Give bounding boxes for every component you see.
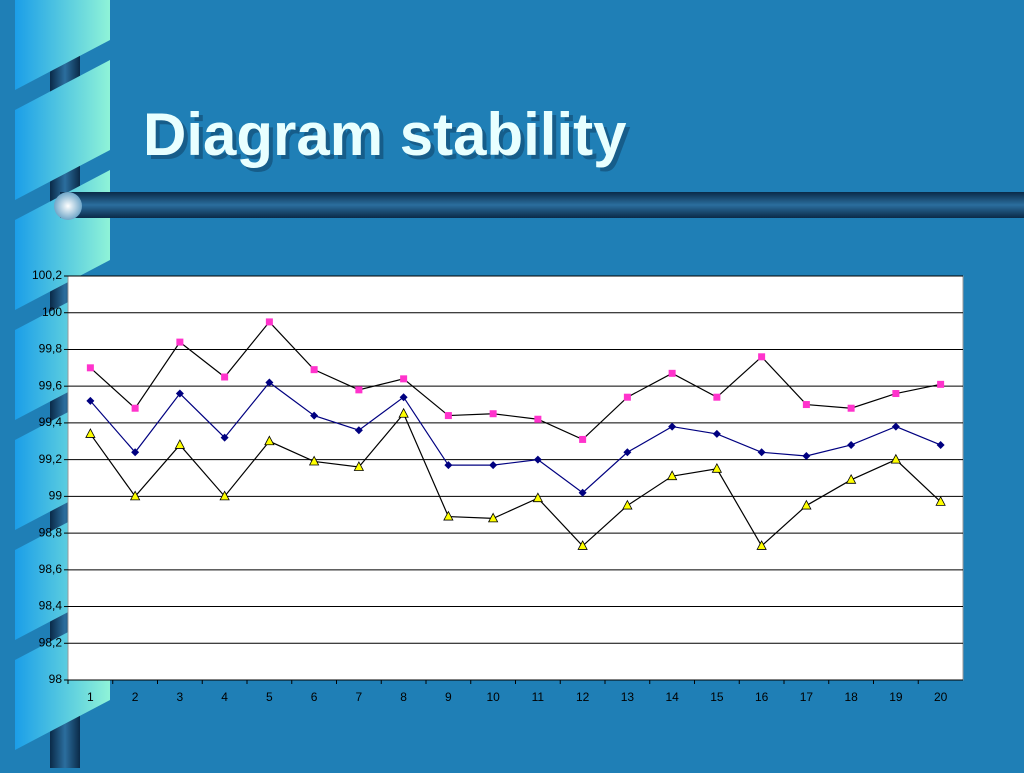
marker <box>937 380 945 388</box>
x-tick-label: 15 <box>710 690 724 704</box>
plot-area <box>67 275 964 681</box>
marker <box>891 422 900 431</box>
marker <box>622 499 633 510</box>
x-tick-label: 20 <box>934 690 948 704</box>
marker <box>487 512 499 523</box>
marker <box>668 369 676 377</box>
marker <box>308 455 320 466</box>
marker <box>847 404 855 412</box>
x-tick-label: 8 <box>400 690 407 704</box>
marker <box>802 451 811 460</box>
y-tick-label: 98,6 <box>39 562 63 576</box>
x-tick-label: 10 <box>486 690 500 704</box>
x-tick-label: 1 <box>87 690 94 704</box>
marker <box>533 455 542 464</box>
y-tick-label: 98 <box>49 672 63 686</box>
marker <box>623 448 632 457</box>
marker <box>353 461 365 471</box>
x-tick-label: 2 <box>132 690 139 704</box>
x-tick-label: 11 <box>532 690 545 704</box>
marker <box>219 490 230 501</box>
series-line <box>89 381 941 494</box>
marker <box>398 407 409 418</box>
title-shadow: Diagram stability <box>147 105 631 172</box>
marker <box>801 499 812 510</box>
y-tick-label: 99,8 <box>39 342 63 356</box>
marker <box>847 440 856 449</box>
marker <box>444 461 453 470</box>
x-tick-label: 5 <box>266 690 273 704</box>
y-tick-label: 98,8 <box>39 525 63 539</box>
x-tick-label: 4 <box>221 690 228 704</box>
marker <box>936 440 945 449</box>
x-tick-label: 7 <box>356 690 363 704</box>
marker <box>666 470 678 481</box>
series-line <box>89 412 942 547</box>
marker <box>131 448 140 457</box>
marker <box>489 410 497 418</box>
marker <box>265 378 274 387</box>
marker <box>712 429 721 438</box>
marker <box>532 492 544 503</box>
marker <box>579 435 587 443</box>
marker <box>711 462 723 473</box>
y-tick-label: 98,4 <box>39 599 63 613</box>
marker <box>399 393 408 402</box>
marker <box>175 389 184 398</box>
y-tick-label: 98,2 <box>39 635 63 649</box>
y-tick-label: 99,6 <box>39 378 63 392</box>
x-tick-label: 18 <box>844 690 858 704</box>
marker <box>713 393 721 401</box>
y-tick-label: 100,2 <box>32 268 62 282</box>
marker <box>845 473 857 484</box>
x-tick-label: 9 <box>445 690 452 704</box>
x-tick-label: 3 <box>177 690 184 704</box>
marker <box>935 496 946 506</box>
marker <box>890 453 902 464</box>
marker <box>310 366 318 374</box>
marker <box>892 390 900 398</box>
x-tick-label: 17 <box>800 690 814 704</box>
y-tick-label: 99 <box>49 489 63 503</box>
series-line <box>89 320 941 441</box>
marker <box>129 490 141 501</box>
marker <box>756 540 767 550</box>
x-tick-label: 19 <box>889 690 903 704</box>
marker <box>400 375 408 383</box>
marker <box>131 404 139 412</box>
marker <box>623 393 631 401</box>
x-tick-label: 13 <box>621 690 635 704</box>
x-tick-label: 6 <box>311 690 318 704</box>
marker <box>86 396 95 405</box>
marker <box>174 439 186 449</box>
title: Diagram stability <box>143 101 627 168</box>
marker <box>668 422 677 431</box>
marker <box>489 461 498 470</box>
y-tick-label: 100 <box>42 305 62 319</box>
marker <box>220 433 229 442</box>
y-tick-label: 99,4 <box>39 415 63 429</box>
marker <box>444 412 452 420</box>
marker <box>310 411 319 420</box>
marker <box>758 353 766 361</box>
x-tick-label: 16 <box>755 690 769 704</box>
marker <box>757 448 766 457</box>
marker <box>578 488 587 497</box>
marker <box>86 364 94 372</box>
marker <box>354 426 363 435</box>
marker <box>176 338 184 346</box>
marker <box>443 510 454 521</box>
y-tick-label: 99,2 <box>39 452 63 466</box>
x-tick-label: 12 <box>576 690 590 704</box>
marker <box>577 540 588 550</box>
marker <box>265 318 273 326</box>
x-tick-label: 14 <box>665 690 679 704</box>
marker <box>85 428 96 438</box>
marker <box>534 415 542 423</box>
marker <box>802 401 810 409</box>
marker <box>355 386 363 394</box>
marker <box>221 373 229 381</box>
marker <box>264 435 275 446</box>
